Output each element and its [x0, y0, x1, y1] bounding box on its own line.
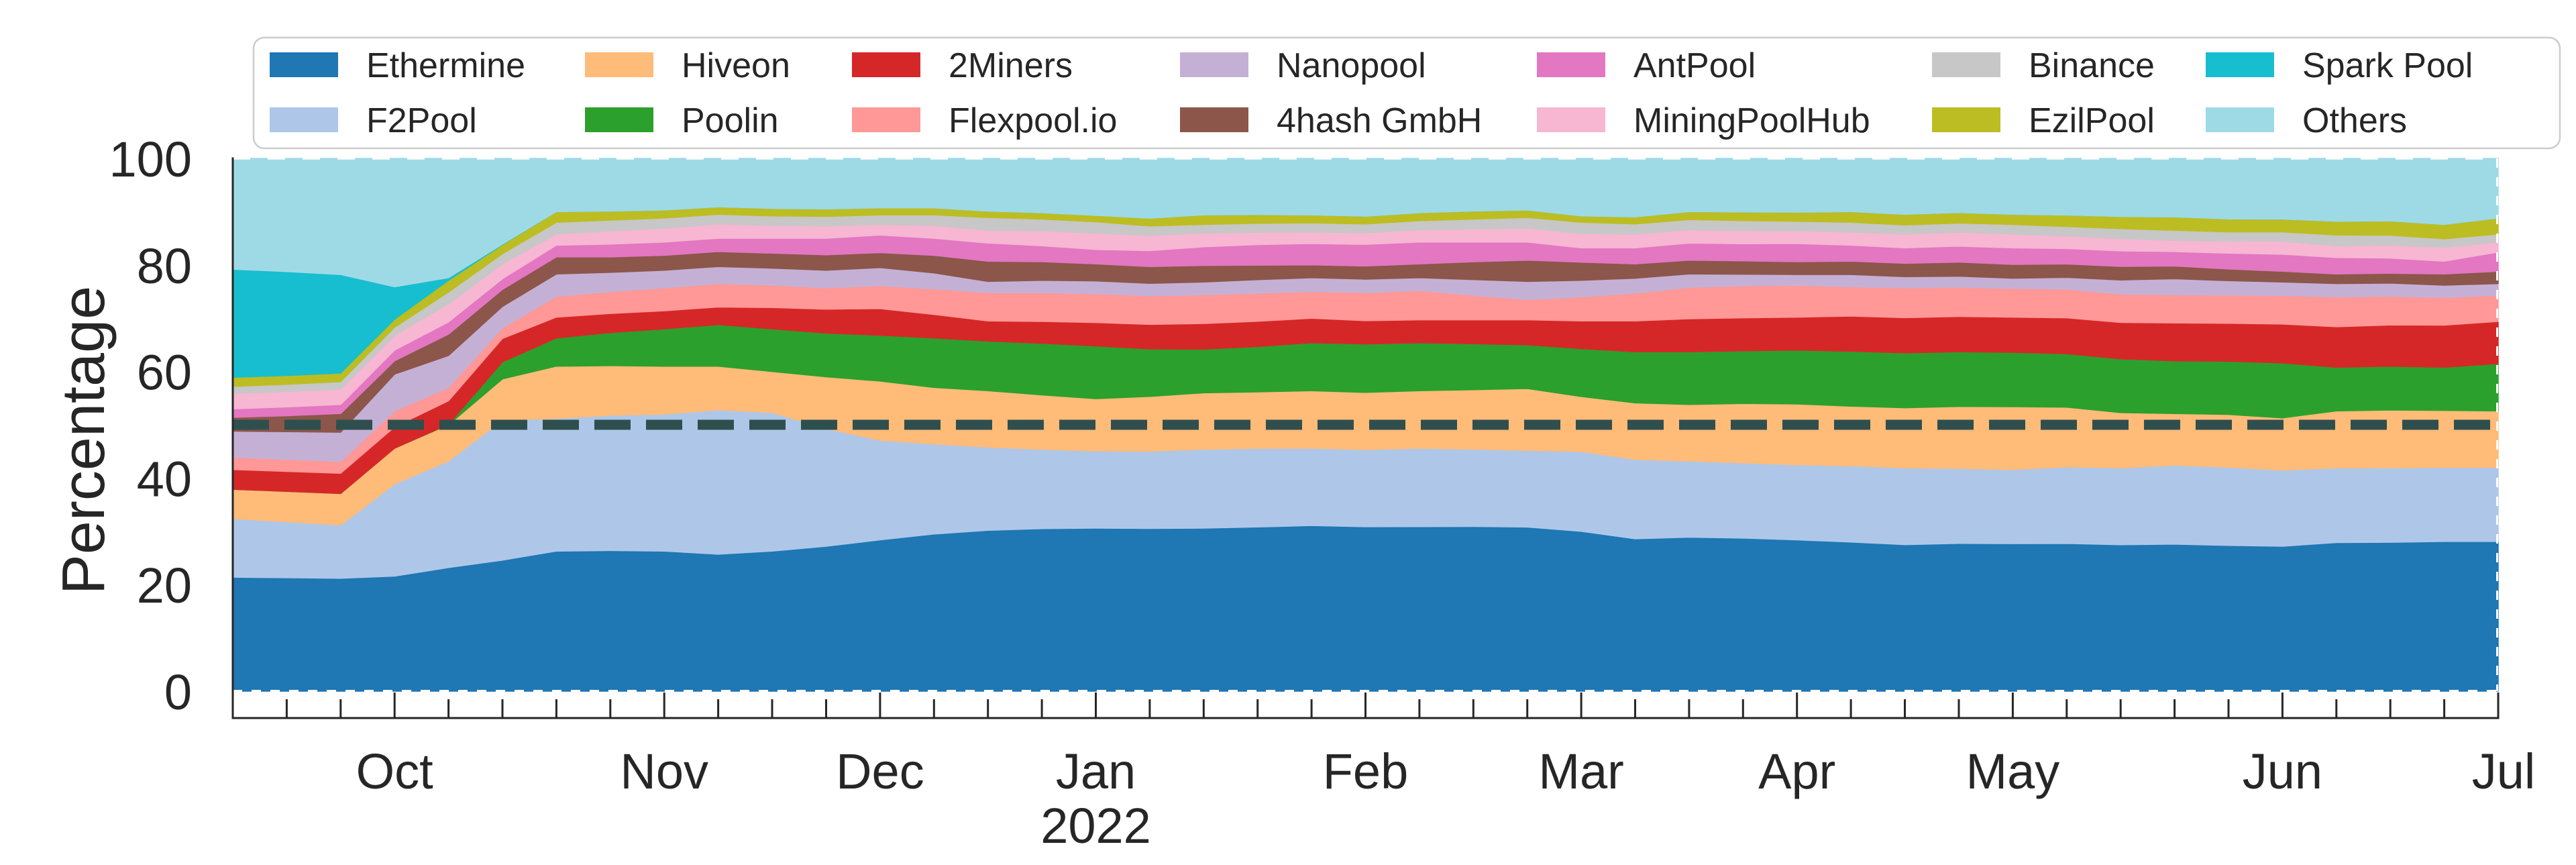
svg-text:Feb: Feb	[1323, 744, 1409, 799]
svg-text:Jul: Jul	[2472, 744, 2536, 799]
svg-text:Hiveon: Hiveon	[682, 46, 790, 85]
svg-text:4hash GmbH: 4hash GmbH	[1277, 101, 1482, 140]
svg-text:Jan: Jan	[1056, 744, 1136, 799]
svg-text:May: May	[1966, 744, 2059, 799]
svg-text:MiningPoolHub: MiningPoolHub	[1633, 101, 1870, 140]
svg-text:Binance: Binance	[2029, 46, 2155, 85]
svg-text:Oct: Oct	[356, 744, 434, 799]
svg-text:Poolin: Poolin	[682, 101, 779, 140]
svg-text:2Miners: 2Miners	[949, 46, 1073, 85]
svg-text:Percentage: Percentage	[50, 286, 117, 595]
svg-text:60: 60	[137, 345, 192, 401]
svg-text:Ethermine: Ethermine	[366, 46, 525, 85]
svg-text:0: 0	[164, 664, 192, 720]
svg-text:Jun: Jun	[2243, 744, 2322, 799]
svg-text:Nov: Nov	[620, 744, 708, 799]
svg-text:40: 40	[137, 451, 192, 507]
svg-text:Mar: Mar	[1538, 744, 1623, 799]
svg-text:100: 100	[109, 132, 192, 187]
svg-text:EzilPool: EzilPool	[2029, 101, 2155, 140]
svg-text:F2Pool: F2Pool	[366, 101, 477, 140]
svg-text:20: 20	[137, 558, 192, 613]
svg-text:AntPool: AntPool	[1633, 46, 1756, 85]
svg-text:Spark Pool: Spark Pool	[2302, 46, 2473, 85]
svg-text:Others: Others	[2302, 101, 2407, 140]
svg-text:Nanopool: Nanopool	[1277, 46, 1426, 85]
svg-text:2022: 2022	[1040, 798, 1151, 854]
svg-text:Dec: Dec	[836, 744, 924, 799]
svg-text:Flexpool.io: Flexpool.io	[949, 101, 1117, 140]
svg-text:Apr: Apr	[1758, 744, 1835, 799]
svg-text:80: 80	[137, 238, 192, 294]
